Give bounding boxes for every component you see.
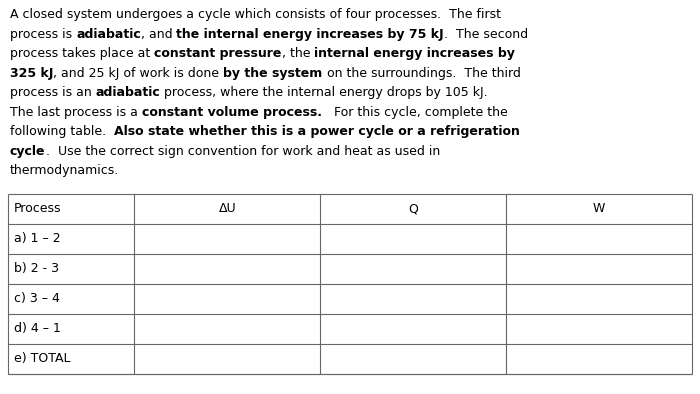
Text: process, where the internal energy drops by 105 kJ.: process, where the internal energy drops… xyxy=(160,86,488,99)
Text: , the: , the xyxy=(281,47,314,60)
Text: b) 2 - 3: b) 2 - 3 xyxy=(14,262,59,275)
Text: The last process is a: The last process is a xyxy=(10,106,142,119)
Text: on the surroundings.  The third: on the surroundings. The third xyxy=(323,67,521,80)
Text: thermodynamics.: thermodynamics. xyxy=(10,164,119,177)
Text: ΔU: ΔU xyxy=(218,202,236,215)
Text: Also state whether this is a power cycle or a refrigeration: Also state whether this is a power cycle… xyxy=(114,125,520,138)
Text: , and 25 kJ of work is done: , and 25 kJ of work is done xyxy=(53,67,223,80)
Text: A closed system undergoes a cycle which consists of four processes.  The first: A closed system undergoes a cycle which … xyxy=(10,8,501,21)
Text: .  The second: . The second xyxy=(444,28,528,41)
Text: process is: process is xyxy=(10,28,76,41)
Text: adiabatic: adiabatic xyxy=(76,28,141,41)
Text: a) 1 – 2: a) 1 – 2 xyxy=(14,232,61,245)
Text: e) TOTAL: e) TOTAL xyxy=(14,352,71,365)
Text: .  Use the correct sign convention for work and heat as used in: . Use the correct sign convention for wo… xyxy=(46,145,440,158)
Text: the internal energy increases by 75 kJ: the internal energy increases by 75 kJ xyxy=(176,28,444,41)
Text: , and: , and xyxy=(141,28,176,41)
Text: following table.: following table. xyxy=(10,125,114,138)
Text: constant pressure: constant pressure xyxy=(154,47,281,60)
Text: Process: Process xyxy=(14,202,62,215)
Text: d) 4 – 1: d) 4 – 1 xyxy=(14,322,61,335)
Text: adiabatic: adiabatic xyxy=(96,86,160,99)
Text: W: W xyxy=(593,202,606,215)
Text: Q: Q xyxy=(408,202,418,215)
Text: For this cycle, complete the: For this cycle, complete the xyxy=(322,106,508,119)
Text: by the system: by the system xyxy=(223,67,323,80)
Text: process is an: process is an xyxy=(10,86,96,99)
Text: process takes place at: process takes place at xyxy=(10,47,154,60)
Text: cycle: cycle xyxy=(10,145,46,158)
Text: 325 kJ: 325 kJ xyxy=(10,67,53,80)
Text: constant volume process.: constant volume process. xyxy=(142,106,322,119)
Text: internal energy increases by: internal energy increases by xyxy=(314,47,515,60)
Text: c) 3 – 4: c) 3 – 4 xyxy=(14,292,60,305)
